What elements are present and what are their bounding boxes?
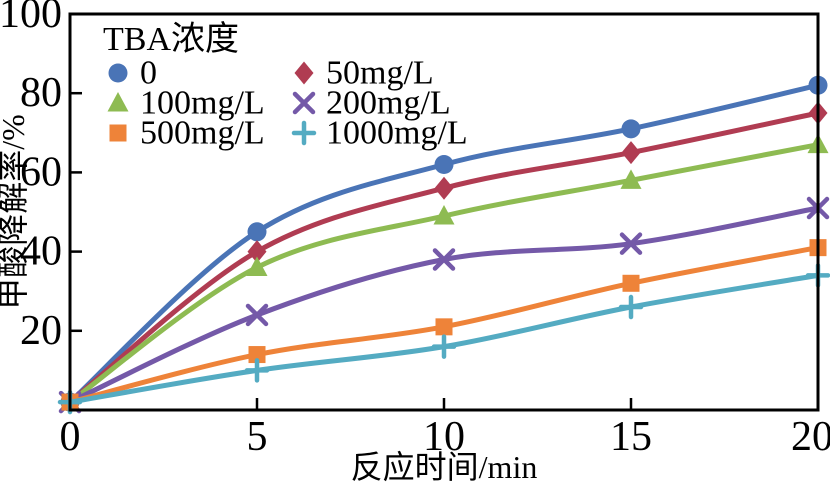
series-100mg-L [59, 133, 829, 411]
x-tick-label: 0 [60, 414, 81, 460]
series-500mg-L [61, 239, 827, 411]
x-axis-title: 反应时间/min [351, 449, 538, 485]
plus-marker [244, 358, 270, 383]
y-axis-title: 甲酸降解率/% [0, 114, 31, 310]
x-tick-label: 15 [610, 414, 652, 460]
x-tick-label: 20 [791, 414, 830, 460]
x-marker [432, 248, 456, 271]
legend-item: 0 [108, 55, 157, 92]
triangle-marker [246, 256, 268, 276]
tick-label-layer: 0 5 10 15 20 20 40 60 80 100 [0, 0, 830, 460]
y-tick-label: 60 [20, 149, 62, 195]
square-marker [435, 318, 453, 336]
tick-layer [70, 91, 633, 410]
x-tick-label: 10 [423, 414, 465, 460]
y-tick-label: 100 [0, 0, 62, 37]
plus-marker [431, 334, 457, 359]
y-tick-label: 20 [20, 308, 62, 354]
circle-marker [434, 154, 454, 174]
square-marker [248, 346, 266, 364]
circle-marker [108, 63, 128, 83]
x-marker [292, 91, 316, 115]
legend-item: 200mg/L [292, 85, 451, 122]
y-tick-label: 40 [20, 229, 62, 275]
diamond-marker [247, 240, 267, 264]
legend-label: 100mg/L [140, 85, 265, 122]
plus-marker [291, 120, 317, 146]
plus-marker [618, 294, 644, 320]
legend-label: 500mg/L [140, 115, 265, 152]
triangle-marker [107, 92, 129, 112]
legend-label: 50mg/L [326, 55, 434, 92]
legend-item: 1000mg/L [291, 115, 468, 152]
x-marker [619, 232, 643, 255]
triangle-marker [620, 169, 642, 189]
circle-marker [621, 119, 641, 139]
diamond-marker [621, 141, 641, 165]
legend-item: 50mg/L [294, 55, 434, 92]
y-tick-label: 80 [20, 70, 62, 116]
circle-marker [247, 222, 267, 242]
legend-label: 1000mg/L [326, 115, 468, 152]
square-marker [622, 274, 640, 292]
diamond-marker [294, 61, 314, 85]
series-layer [57, 75, 830, 415]
triangle-marker [433, 204, 455, 225]
legend-label: 200mg/L [326, 85, 451, 122]
series-1000mg-L [57, 263, 830, 415]
series-200mg-L [58, 196, 830, 414]
x-marker [245, 303, 269, 327]
legend-title: TBA浓度 [103, 20, 239, 58]
legend-item: 500mg/L [109, 115, 265, 152]
x-tick-label: 5 [247, 414, 268, 460]
legend-label: 0 [140, 55, 157, 92]
legend-item: 100mg/L [107, 85, 265, 122]
square-marker [109, 124, 127, 142]
diamond-marker [434, 176, 454, 200]
